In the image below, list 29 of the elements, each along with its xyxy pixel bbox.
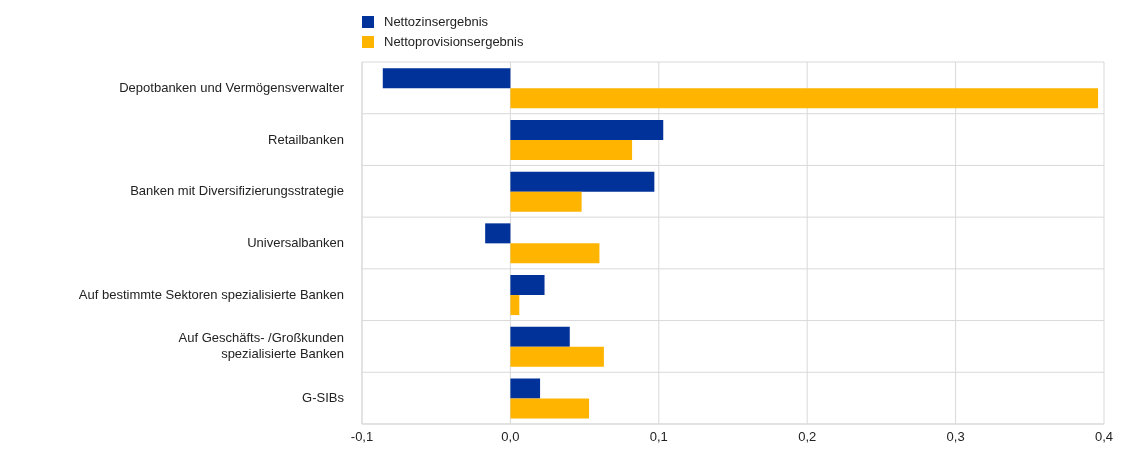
bar: [485, 223, 511, 244]
x-tick-label: 0,2: [798, 429, 817, 445]
y-tick-label: Retailbanken: [268, 131, 344, 147]
bar: [382, 68, 511, 89]
bar: [510, 139, 633, 160]
bar: [510, 171, 655, 192]
bar: [510, 88, 1099, 109]
bar: [510, 243, 600, 264]
bar: [510, 119, 664, 140]
legend-label: Nettoprovisionsergebnis: [384, 33, 524, 51]
y-tick-label: Banken mit Diversifizierungsstrategie: [130, 183, 344, 199]
bar: [510, 275, 545, 296]
x-tick-label: 0,1: [649, 429, 668, 445]
bar: [510, 326, 570, 347]
bar: [510, 378, 541, 399]
bar: [510, 346, 604, 367]
x-tick-label: 0,0: [501, 429, 520, 445]
bar: [510, 295, 520, 316]
bar: [510, 398, 590, 419]
y-tick-label: Auf Geschäfts- /Großkunden spezialisierte Banken: [178, 330, 344, 362]
y-tick-label: G-SIBs: [302, 390, 345, 406]
x-tick-label: -0,1: [350, 429, 374, 445]
y-tick-label: Depotbanken und Vermögensverwalter: [119, 79, 345, 95]
y-tick-label: Auf bestimmte Sektoren spezialisierte Banken: [78, 286, 344, 302]
x-tick-label: 0,3: [946, 429, 965, 445]
legend-label: Nettozinsergebnis: [384, 13, 489, 31]
y-tick-label: Universalbanken: [247, 235, 344, 250]
x-tick-label: 0,4: [1094, 429, 1114, 445]
bar: [510, 191, 582, 212]
